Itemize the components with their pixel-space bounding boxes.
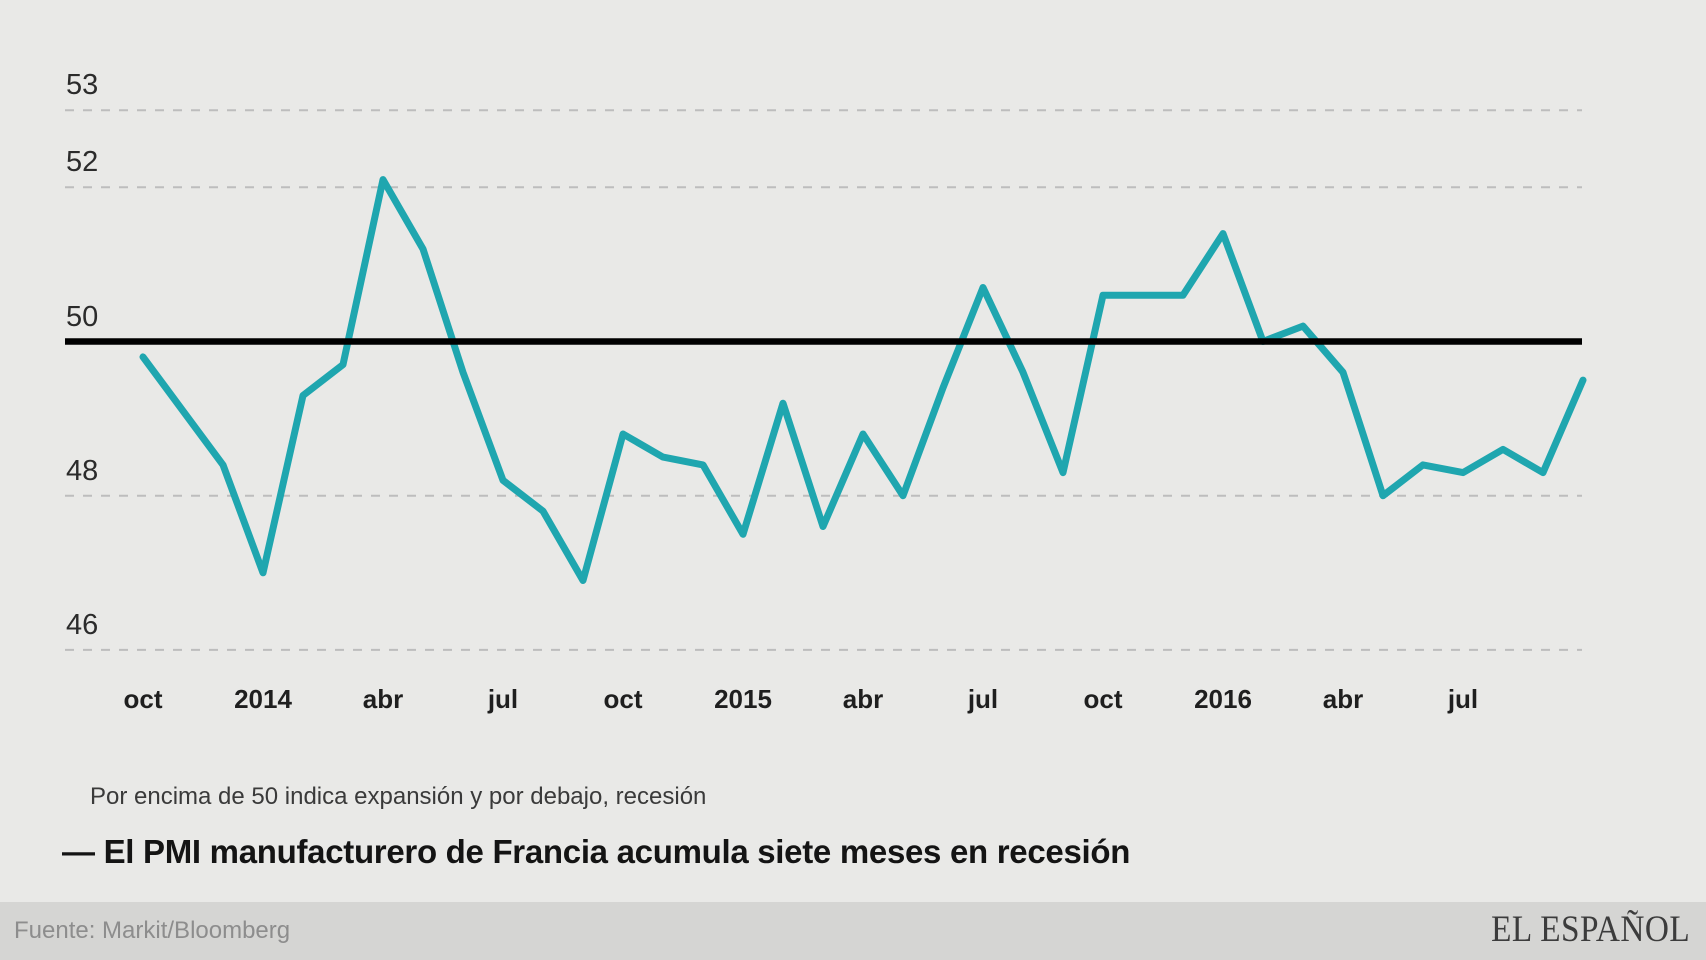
x-tick-2014-1: 2014 <box>234 684 292 714</box>
x-tick-oct-0: oct <box>123 684 163 714</box>
x-tick-jul-3: jul <box>487 684 519 714</box>
y-tick-46: 46 <box>66 608 99 641</box>
x-tick-oct-8: oct <box>1083 684 1123 714</box>
x-tick-2016-9: 2016 <box>1194 684 1252 714</box>
x-tick-abr-6: abr <box>842 684 884 714</box>
publisher-logo: EL ESPAÑOL <box>1490 909 1690 950</box>
y-tick-52: 52 <box>66 146 99 179</box>
x-tick-abr-2: abr <box>362 684 404 714</box>
pmi-series-line <box>139 176 1587 584</box>
source-label: Fuente: Markit/Bloomberg <box>14 917 291 944</box>
y-tick-50: 50 <box>66 300 99 333</box>
chart-note: Por encima de 50 indica expansión y por … <box>90 783 707 810</box>
x-tick-2015-5: 2015 <box>714 684 772 714</box>
y-tick-53: 53 <box>66 69 99 102</box>
x-tick-jul-11: jul <box>1447 684 1479 714</box>
x-tick-oct-4: oct <box>603 684 643 714</box>
y-tick-48: 48 <box>66 454 99 487</box>
footer-bar: Fuente: Markit/Bloomberg EL ESPAÑOL <box>0 902 1706 960</box>
chart-title: — El PMI manufacturero de Francia acumul… <box>62 833 1131 870</box>
x-tick-jul-7: jul <box>967 684 999 714</box>
x-tick-abr-10: abr <box>1322 684 1364 714</box>
